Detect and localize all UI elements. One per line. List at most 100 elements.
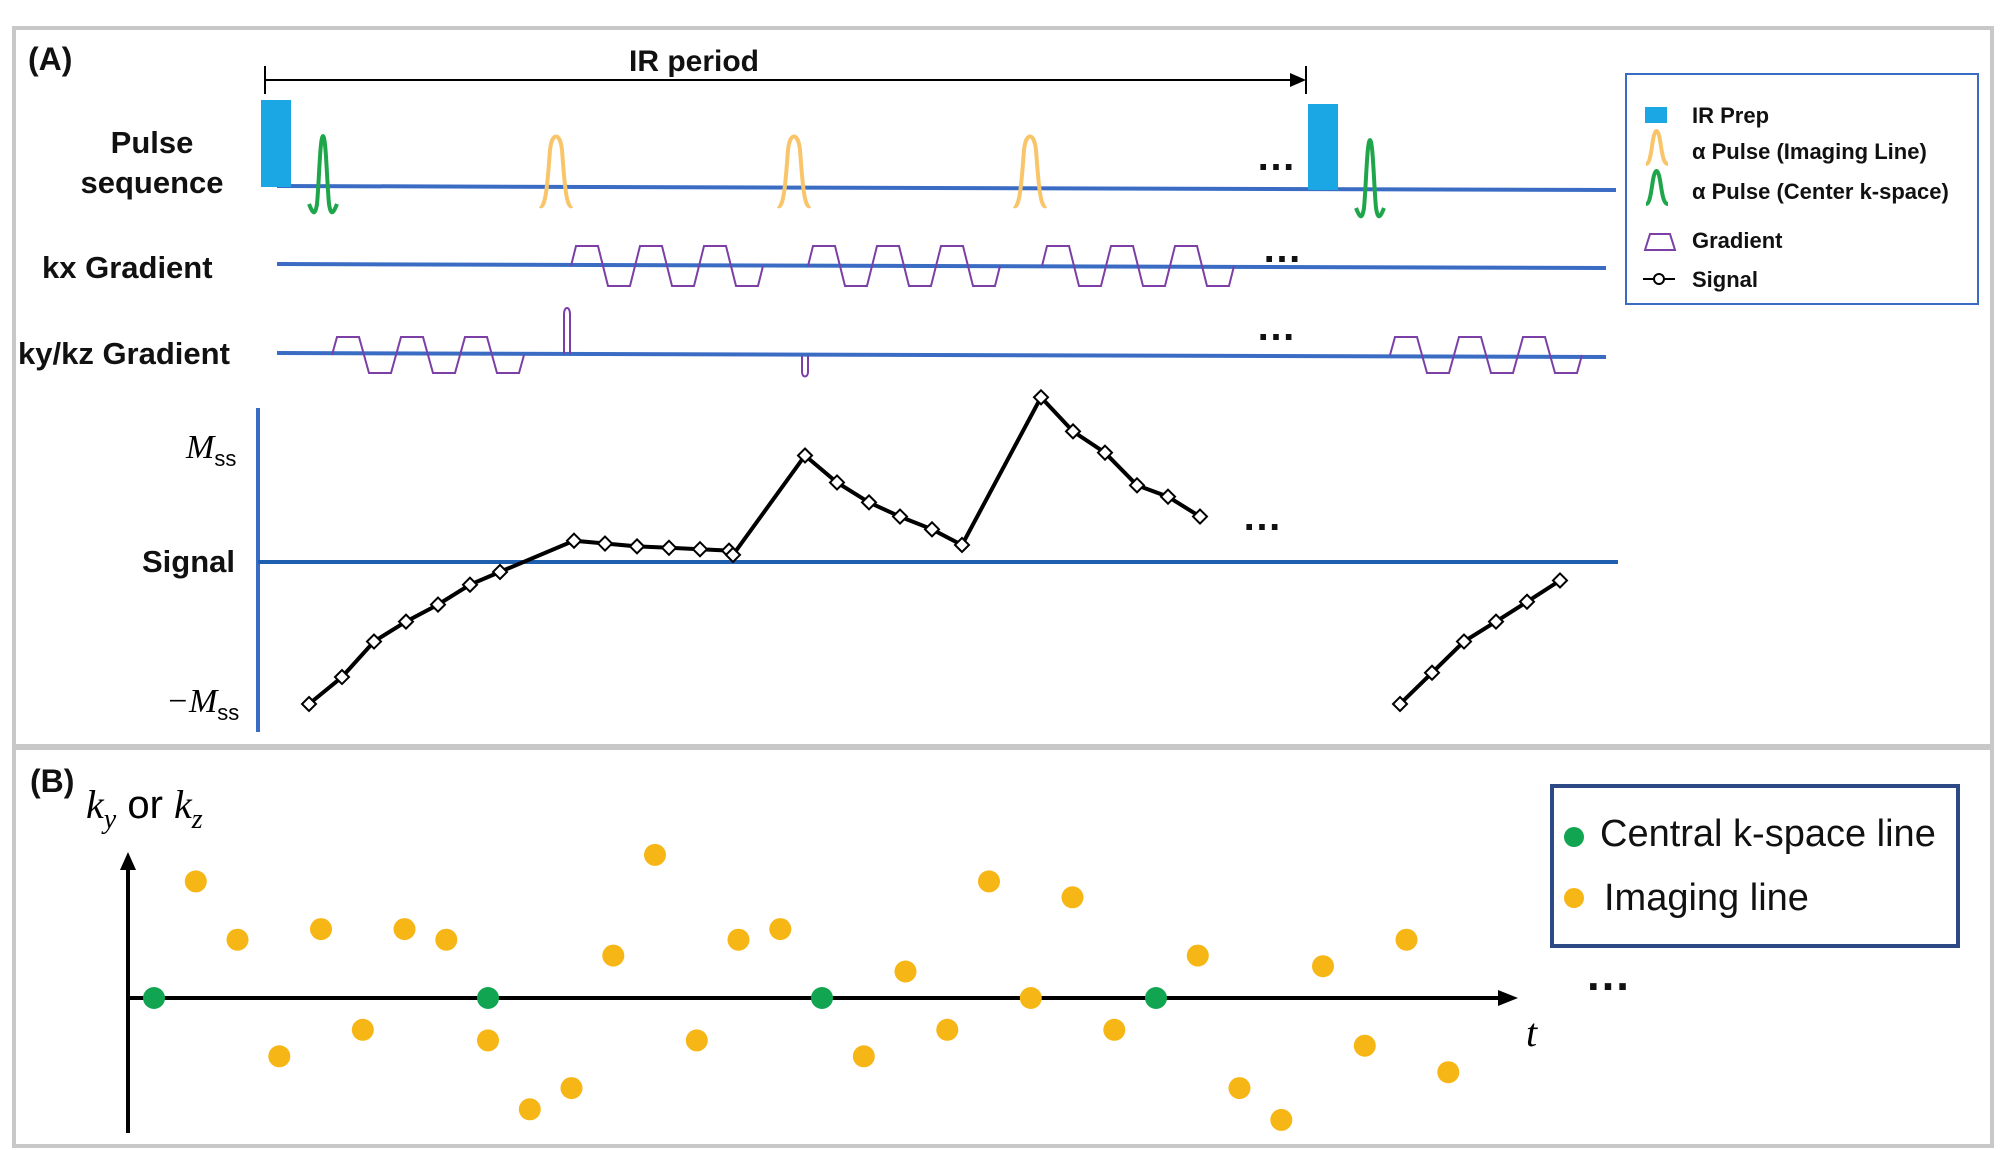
signal-sample-marker: [796, 447, 814, 464]
legend-b: Central k-space line Imaging line: [1550, 784, 1960, 948]
imaging-line-dot: [1103, 1018, 1126, 1041]
pulse-sequence-baseline: [276, 184, 1617, 192]
signal-sample-marker: [1064, 422, 1082, 440]
pulse-sequence-label-line2: sequence: [80, 165, 223, 200]
signal-sample-marker: [923, 520, 941, 538]
imaging-line-dot: [226, 928, 249, 951]
legend-gradient-label: Gradient: [1692, 228, 1783, 253]
signal-sample-marker: [429, 596, 447, 614]
neg-mss-label: −Mss: [166, 683, 239, 725]
signal-sample-marker: [891, 508, 909, 525]
kx-readout-gradient: [570, 245, 764, 287]
imaging-line-dot: [1270, 1108, 1293, 1131]
signal-sample-marker: [1032, 388, 1050, 406]
imaging-line-dot: [644, 843, 666, 866]
imaging-line-dot: [978, 870, 1000, 893]
signal-axis-label: Signal: [142, 544, 235, 579]
signal-sample-marker: [628, 537, 646, 555]
signal-sample-marker: [1551, 572, 1569, 589]
central-kspace-line-dot: [477, 987, 499, 1009]
signal-sample-marker: [1096, 444, 1114, 462]
imaging-line-dot: [184, 870, 207, 893]
kx-gradient-baseline: [276, 262, 1607, 270]
signal-sample-marker: [300, 695, 318, 713]
imaging-line-dot: [769, 918, 792, 941]
central-kspace-line-dot: [1145, 987, 1167, 1009]
panel-a-label: (A): [28, 41, 72, 77]
legend-imaging-pulse-icon: [1645, 129, 1669, 166]
panel-b-ellipsis: …: [1585, 948, 1631, 1000]
ir-prep-block: [261, 100, 291, 187]
signal-sample-marker: [333, 668, 351, 686]
imaging-line-dot: [351, 1018, 374, 1041]
y-axis-arrowhead: [120, 852, 136, 870]
signal-sample-marker: [724, 546, 742, 564]
legend-alpha-center-label: α Pulse (Center k-space): [1692, 179, 1949, 204]
signal-sample-marker: [953, 536, 971, 554]
legend-imaging-label: Imaging line: [1604, 877, 1809, 919]
signal-sample-marker: [1518, 593, 1536, 611]
signal-sample-marker: [860, 493, 878, 511]
legend-a-frame: [1625, 73, 1979, 305]
imaging-line-pulse: [1012, 134, 1048, 209]
ir-prep-block: [1308, 104, 1338, 190]
kykz-phase-gradient: [1389, 336, 1583, 374]
imaging-line-dot: [1061, 886, 1084, 909]
center-kspace-pulse: [1354, 137, 1386, 219]
signal-sample-marker: [565, 532, 583, 550]
gradients: [331, 245, 1583, 378]
legend-central-dot: [1564, 827, 1584, 847]
signal-sample-marker: [660, 539, 678, 557]
imaging-line-dot: [936, 1018, 959, 1041]
signal-ellipsis: …: [1242, 495, 1282, 539]
imaging-line-dot: [477, 1029, 499, 1052]
ir-period-label: IR period: [629, 45, 759, 78]
legend-center-pulse-icon: [1645, 169, 1669, 206]
imaging-line-dot: [1186, 944, 1209, 967]
imaging-line-dot: [894, 960, 917, 983]
kykz-phase-gradient: [331, 336, 525, 374]
imaging-line-dot: [560, 1077, 583, 1100]
signal-sample-marker: [1159, 488, 1177, 506]
imaging-line-dot: [602, 944, 625, 967]
legend-alpha-imaging-label: α Pulse (Imaging Line): [1692, 139, 1927, 164]
imaging-line-pulse: [538, 134, 574, 209]
ir-period-arrow: [264, 66, 1307, 94]
imaging-line-dot: [1437, 1061, 1460, 1084]
signal-sample-marker: [1487, 613, 1505, 631]
pulses: [307, 133, 1386, 219]
imaging-line-dot: [310, 918, 332, 941]
imaging-line-dot: [268, 1045, 291, 1068]
signal-curve: [300, 388, 1569, 713]
legend-signal-label: Signal: [1692, 267, 1758, 292]
kspace-points: [143, 843, 1460, 1131]
kx-ellipsis: …: [1262, 227, 1302, 271]
signal-sample-marker: [1128, 476, 1146, 494]
signal-sample-marker: [828, 474, 846, 491]
y-axis-label: ky or kz: [86, 782, 203, 835]
imaging-line-dot: [727, 928, 750, 951]
imaging-line-dot: [1395, 928, 1418, 951]
signal-sample-marker: [1423, 664, 1441, 682]
kykz-gradient-baseline: [276, 351, 1607, 359]
kx-readout-gradient: [807, 245, 1001, 287]
imaging-line-dot: [1312, 955, 1334, 978]
legend-ir-prep-swatch: [1645, 107, 1667, 123]
legend-b-frame: [1550, 784, 1960, 948]
legend-imaging-dot: [1564, 888, 1584, 908]
imaging-line-dot: [435, 928, 458, 951]
panel-b-label: (B): [30, 763, 74, 799]
imaging-line-dot: [393, 918, 416, 941]
t-axis-label: t: [1526, 1010, 1538, 1055]
signal-sample-marker: [365, 633, 383, 650]
signal-sample-marker: [397, 613, 415, 631]
kykz-ellipsis: …: [1256, 305, 1296, 349]
imaging-line-dot: [518, 1098, 541, 1121]
center-kspace-pulse: [307, 133, 339, 215]
central-kspace-line-dot: [143, 987, 165, 1009]
legend-a: IR Prep α Pulse (Imaging Line) α Pulse (…: [1625, 73, 1979, 305]
legend-central-label: Central k-space line: [1600, 813, 1936, 855]
signal-trace: [307, 393, 1202, 706]
signal-sample-marker: [691, 540, 709, 558]
